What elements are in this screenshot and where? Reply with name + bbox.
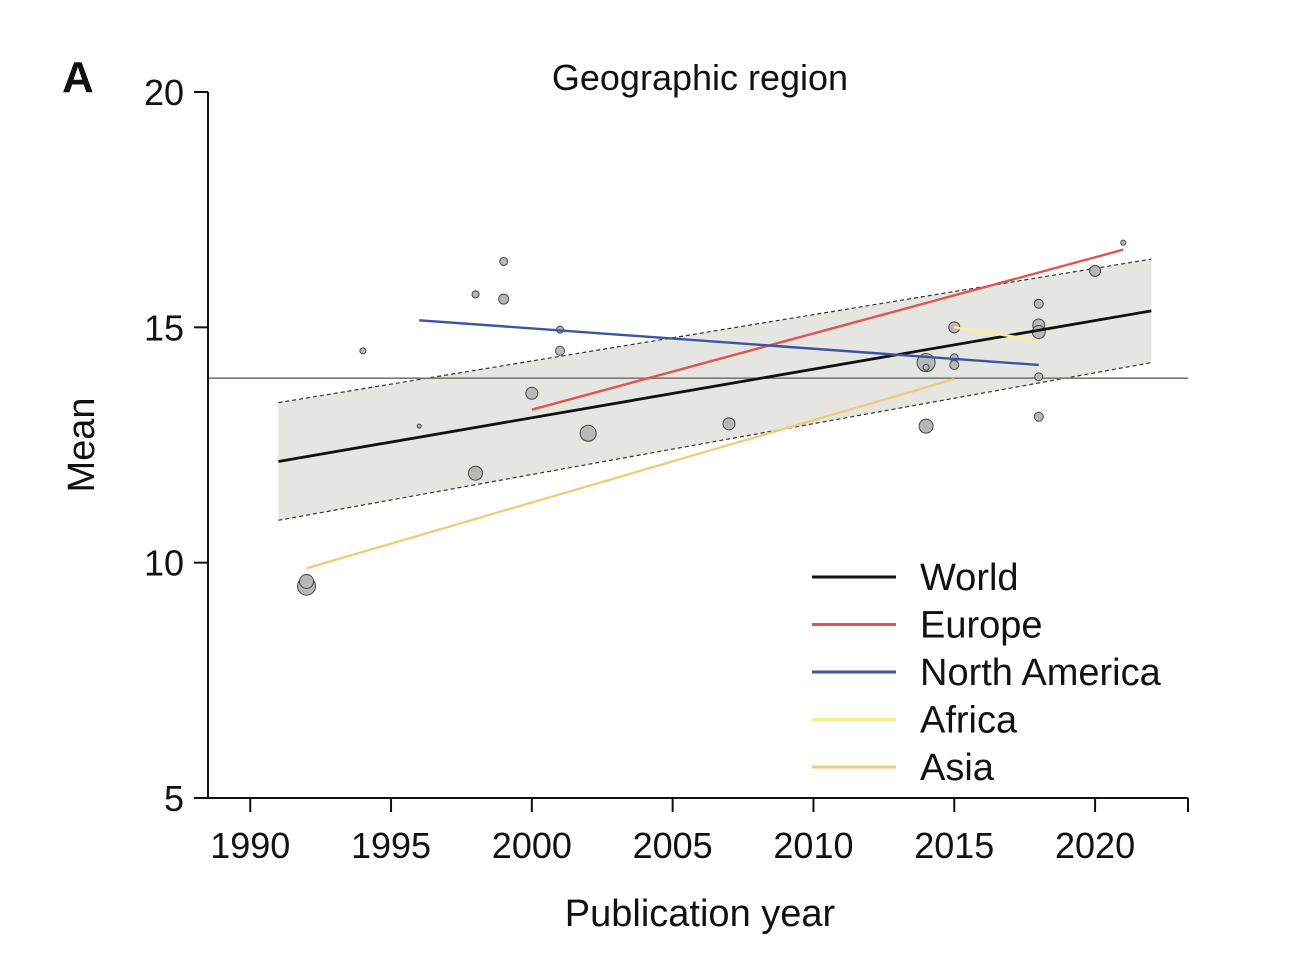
- data-point: [555, 345, 566, 356]
- data-point: [416, 423, 422, 429]
- x-tick-label: 2000: [492, 825, 572, 866]
- data-point: [468, 465, 484, 481]
- series-line-north-america: [419, 319, 1039, 367]
- legend-label-africa: Africa: [920, 700, 1018, 742]
- x-tick-label: 2005: [633, 825, 713, 866]
- data-point: [1033, 411, 1044, 422]
- data-point: [498, 293, 510, 305]
- legend-label-north-america: North America: [920, 652, 1162, 694]
- panel-label: A: [62, 53, 94, 102]
- data-point: [1089, 264, 1102, 277]
- confidence-band: [278, 259, 1152, 521]
- data-point: [1034, 372, 1044, 382]
- data-point: [499, 256, 509, 266]
- chart-title: Geographic region: [552, 57, 848, 98]
- data-point: [1120, 239, 1127, 246]
- data-point: [579, 424, 597, 442]
- data-point: [359, 347, 367, 355]
- x-axis-label: Publication year: [565, 893, 836, 935]
- x-tick-label: 2010: [773, 825, 853, 866]
- y-tick-label: 15: [144, 307, 184, 348]
- series-line-europe: [531, 248, 1124, 411]
- x-tick-label: 2020: [1055, 825, 1135, 866]
- data-point: [299, 573, 315, 589]
- data-point: [722, 417, 736, 431]
- series-line-asia: [306, 377, 955, 570]
- data-point: [471, 290, 480, 299]
- data-point: [949, 359, 960, 370]
- series-line-africa: [954, 326, 1039, 342]
- legend: World Europe North America Africa Asia: [812, 557, 1162, 789]
- legend-label-asia: Asia: [920, 747, 995, 789]
- x-tick-label: 2015: [914, 825, 994, 866]
- data-point: [525, 386, 539, 400]
- y-tick-label: 5: [164, 778, 184, 819]
- legend-label-europe: Europe: [920, 605, 1043, 647]
- legend-label-world: World: [920, 557, 1019, 599]
- data-point: [918, 418, 934, 434]
- x-tick-label: 1990: [210, 825, 290, 866]
- y-tick-label: 20: [144, 72, 184, 113]
- y-tick-label: 10: [144, 543, 184, 584]
- y-axis-label: Mean: [61, 397, 103, 492]
- confidence-band-lower: [278, 362, 1152, 521]
- plot-area: 1990 1995 2000 2005 2010 2015 2020 5 10 15 20: [144, 72, 1189, 866]
- data-point: [1033, 298, 1044, 309]
- x-tick-label: 1995: [351, 825, 431, 866]
- data-point: [922, 363, 930, 371]
